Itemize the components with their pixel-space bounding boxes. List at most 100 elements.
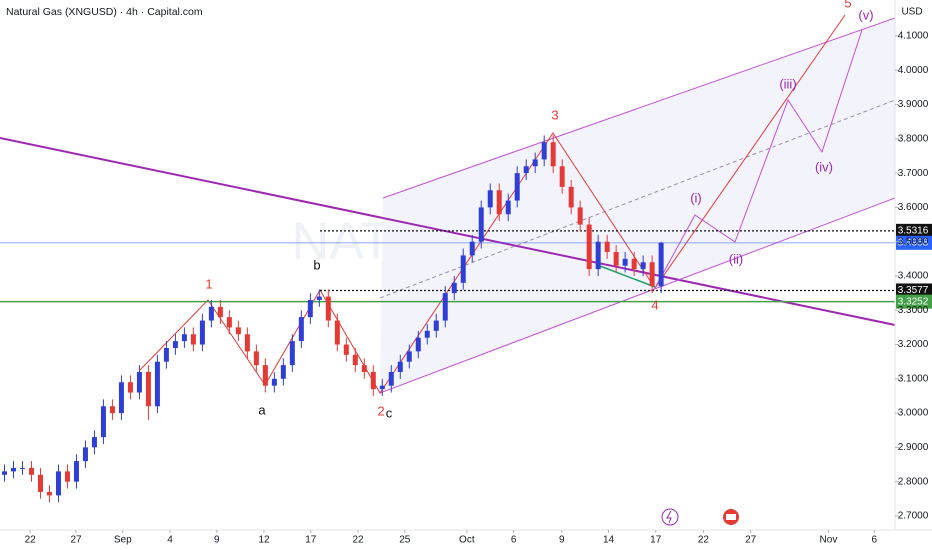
candle-body [136, 371, 142, 393]
candle-body [46, 491, 52, 496]
candle-body [406, 351, 412, 362]
candle-body [532, 159, 538, 167]
x-tick-label: 12 [258, 535, 270, 546]
x-tick-label: 22 [698, 535, 710, 546]
candle-body [388, 371, 394, 386]
wave-label: (iv) [815, 159, 833, 174]
price-label: 3.4968 [898, 237, 929, 248]
x-tick-label: 6 [872, 535, 878, 546]
candle-body [649, 262, 655, 287]
candle-body [163, 347, 169, 362]
candle-body [541, 142, 547, 160]
candle-body [640, 262, 646, 270]
candle-body [595, 241, 601, 270]
event-icon[interactable] [661, 508, 679, 526]
x-tick-label: Nov [820, 535, 838, 546]
title-bg [0, 3, 170, 21]
event-icon-glyph [666, 510, 672, 524]
x-tick-label: 17 [650, 535, 662, 546]
divergence-line [599, 265, 656, 288]
x-tick-label: 6 [511, 535, 517, 546]
candle-body [352, 354, 358, 366]
wave-label: 1 [205, 276, 212, 291]
y-tick-label: 3.6000 [898, 202, 929, 213]
candle-body [343, 344, 349, 355]
y-tick-label: 4.0000 [898, 65, 929, 76]
y-tick-label: 4.1000 [898, 31, 929, 42]
price-label-box [896, 283, 932, 298]
channel-fill [380, 18, 895, 393]
candle-body [559, 166, 565, 187]
candle-body [550, 142, 556, 167]
wave-label: 2 [377, 403, 384, 418]
x-tick-label: 4 [167, 535, 173, 546]
event-icons[interactable] [661, 508, 739, 526]
candle-body [271, 378, 277, 386]
candle-body [604, 241, 610, 252]
candle-body [118, 382, 124, 414]
candle-body [262, 365, 268, 386]
candle-body [307, 299, 313, 318]
y-tick-label: 3.0000 [898, 408, 929, 419]
candle-body [361, 365, 367, 372]
candle-body [523, 166, 529, 174]
candle-body [235, 327, 241, 335]
x-tick-label: 14 [603, 535, 615, 546]
x-tick-label: 17 [305, 535, 317, 546]
price-label-box [896, 235, 932, 250]
candle-body [298, 317, 304, 342]
candle-body [496, 190, 502, 215]
candle-body [451, 282, 457, 294]
candle-body [316, 296, 322, 300]
candle-body [100, 406, 106, 438]
candle-body [109, 406, 115, 414]
candle-body [181, 334, 187, 342]
x-tick-label: 9 [559, 535, 565, 546]
y-tick-label: 2.7000 [898, 511, 929, 522]
candle-body [199, 320, 205, 345]
y-tick-label: 3.5000 [898, 236, 929, 247]
candle-body [505, 200, 511, 215]
candle-body [487, 190, 493, 208]
candle-body [64, 471, 70, 482]
price-label: 3.3252 [898, 296, 929, 307]
candle-body [190, 334, 196, 345]
candle-body [19, 467, 25, 469]
x-tick-label: 22 [25, 535, 37, 546]
y-tick-label: 2.9000 [898, 442, 929, 453]
channel-mid [379, 99, 896, 299]
candle-body [226, 317, 232, 328]
y-tick-label: 3.3000 [898, 305, 929, 316]
currency-label: USD [901, 7, 922, 18]
candle-body [289, 341, 295, 366]
candle-body [613, 251, 619, 266]
candle-body [91, 437, 97, 448]
x-tick-label: 27 [745, 535, 757, 546]
candle-body [217, 306, 223, 318]
x-tick-label: 25 [399, 535, 411, 546]
x-tick-label: Sep [114, 535, 132, 546]
price-label-box [896, 294, 932, 309]
candle-body [370, 371, 376, 390]
wave-label: 3 [551, 107, 558, 122]
candle-body [622, 258, 628, 266]
candle-body [145, 371, 151, 407]
chart-title: Natural Gas (XNGUSD) · 4h · Capital.com [6, 6, 203, 18]
candle-body [28, 467, 34, 475]
candle-body [415, 337, 421, 352]
wave-label: c [386, 405, 393, 420]
candle-body [424, 330, 430, 338]
price-label: 3.5316 [898, 225, 929, 236]
x-tick-label: 22 [352, 535, 364, 546]
candle-body [379, 385, 385, 390]
wave-label: (v) [858, 7, 873, 22]
candle-body [253, 351, 259, 366]
candle-body [514, 173, 520, 201]
wave-label: (ii) [729, 251, 743, 266]
candle-body [127, 382, 133, 393]
candle-body [154, 361, 160, 407]
x-tick-label: Oct [459, 535, 475, 546]
wave-label: 5 [844, 0, 851, 10]
candle-body [325, 296, 331, 321]
